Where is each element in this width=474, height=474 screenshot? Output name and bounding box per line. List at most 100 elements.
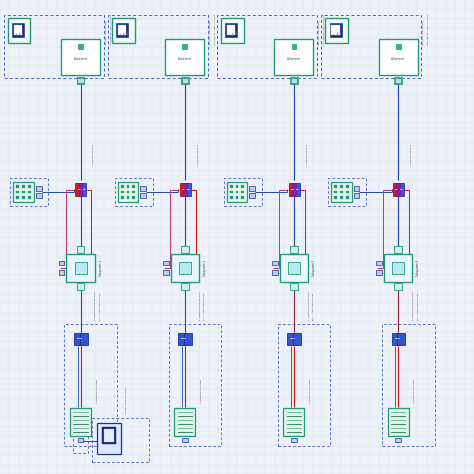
- Text: Electrical Carrier Analyser: Electrical Carrier Analyser: [124, 387, 125, 415]
- Bar: [163, 270, 169, 275]
- Bar: [180, 183, 186, 196]
- Bar: [331, 25, 340, 35]
- Bar: [249, 186, 255, 191]
- Text: SK: SK: [296, 189, 299, 190]
- Bar: [97, 423, 121, 454]
- Bar: [227, 25, 236, 35]
- Bar: [283, 408, 304, 436]
- Text: NRZ Pulse Generator 3: NRZ Pulse Generator 3: [308, 379, 310, 403]
- Text: Gb per symbol(sym) = 2 Gb: Gb per symbol(sym) = 2 Gb: [202, 293, 204, 320]
- Bar: [28, 196, 31, 199]
- Bar: [22, 185, 25, 188]
- Bar: [61, 39, 100, 74]
- Bar: [184, 333, 192, 345]
- Bar: [227, 182, 247, 202]
- Bar: [182, 438, 188, 442]
- Text: Sub-carrier rate = GB rate/ 2 b/s: Sub-carrier rate = GB rate/ 2 b/s: [213, 14, 215, 45]
- Bar: [179, 262, 191, 273]
- Bar: [118, 182, 138, 202]
- Bar: [121, 185, 124, 188]
- Bar: [230, 191, 233, 193]
- Text: QAM Sequence Generator 2: QAM Sequence Generator 2: [198, 291, 199, 320]
- Text: QAM: QAM: [290, 338, 296, 339]
- Bar: [376, 261, 382, 265]
- Text: QP: QP: [291, 189, 294, 190]
- Bar: [394, 77, 402, 84]
- Bar: [70, 408, 91, 436]
- Text: Gb per symbol(sym) = 2 Gb: Gb per symbol(sym) = 2 Gb: [98, 293, 100, 320]
- Text: Sub-carrier rate = GB rate/ 2 b/s: Sub-carrier rate = GB rate/ 2 b/s: [109, 14, 110, 45]
- Bar: [272, 270, 278, 275]
- Text: QP: QP: [182, 189, 185, 190]
- Bar: [17, 191, 19, 193]
- Text: QAM Demonstrator 4: QAM Demonstrator 4: [409, 144, 410, 166]
- Bar: [330, 23, 342, 37]
- Bar: [22, 196, 25, 199]
- Bar: [274, 39, 313, 74]
- Bar: [59, 270, 64, 275]
- Bar: [289, 183, 295, 196]
- Bar: [8, 18, 30, 43]
- Bar: [354, 186, 359, 191]
- Bar: [17, 185, 19, 188]
- Bar: [66, 254, 95, 282]
- Bar: [221, 18, 244, 43]
- Bar: [392, 262, 404, 273]
- Bar: [127, 185, 129, 188]
- Text: QAM Demonstrator 1: QAM Demonstrator 1: [91, 144, 93, 166]
- Bar: [102, 427, 116, 444]
- Bar: [396, 44, 401, 49]
- Bar: [288, 262, 300, 273]
- Bar: [230, 196, 233, 199]
- Text: QAM: QAM: [77, 338, 83, 339]
- Bar: [293, 183, 300, 196]
- Text: Subsystem 2: Subsystem 2: [203, 260, 207, 276]
- Bar: [14, 25, 22, 35]
- Bar: [127, 196, 129, 199]
- Bar: [346, 185, 348, 188]
- Bar: [346, 191, 348, 193]
- Bar: [181, 283, 189, 290]
- Bar: [140, 186, 146, 191]
- Bar: [28, 191, 31, 193]
- Text: NRZ Pulse Generator 4: NRZ Pulse Generator 4: [412, 379, 414, 403]
- Bar: [236, 196, 238, 199]
- Bar: [74, 333, 82, 345]
- Text: QAM Sequence Generator 1: QAM Sequence Generator 1: [93, 291, 95, 320]
- Bar: [354, 193, 359, 198]
- Bar: [12, 23, 24, 37]
- Text: QAM Sequence Generator 3: QAM Sequence Generator 3: [307, 291, 308, 320]
- Bar: [77, 77, 84, 84]
- Bar: [104, 429, 114, 442]
- Bar: [80, 333, 88, 345]
- Bar: [340, 196, 343, 199]
- Bar: [28, 185, 31, 188]
- Bar: [395, 78, 401, 83]
- Text: QP: QP: [395, 189, 399, 190]
- Text: Coherent: Coherent: [178, 57, 192, 61]
- Bar: [140, 193, 146, 198]
- Bar: [174, 408, 195, 436]
- Text: NRZ Pulse Generator 2: NRZ Pulse Generator 2: [199, 379, 201, 403]
- Bar: [171, 254, 199, 282]
- Bar: [291, 78, 297, 83]
- Text: Sub-carrier rate = GB rate/ 2 b/s: Sub-carrier rate = GB rate/ 2 b/s: [322, 14, 324, 45]
- Bar: [394, 246, 402, 253]
- Bar: [182, 44, 187, 49]
- Bar: [165, 39, 204, 74]
- Text: QAM: QAM: [181, 338, 187, 339]
- Bar: [293, 333, 301, 345]
- Text: Subsystem 3: Subsystem 3: [312, 260, 316, 276]
- Text: QAM Demonstrator 2: QAM Demonstrator 2: [196, 144, 197, 166]
- Bar: [74, 262, 87, 273]
- Bar: [13, 182, 34, 202]
- Text: Subsystem 1: Subsystem 1: [99, 260, 102, 276]
- Bar: [127, 191, 129, 193]
- Bar: [132, 196, 135, 199]
- Bar: [59, 261, 64, 265]
- Bar: [183, 183, 187, 196]
- Bar: [396, 183, 400, 196]
- Text: SK: SK: [187, 189, 190, 190]
- Bar: [241, 185, 244, 188]
- Bar: [17, 196, 19, 199]
